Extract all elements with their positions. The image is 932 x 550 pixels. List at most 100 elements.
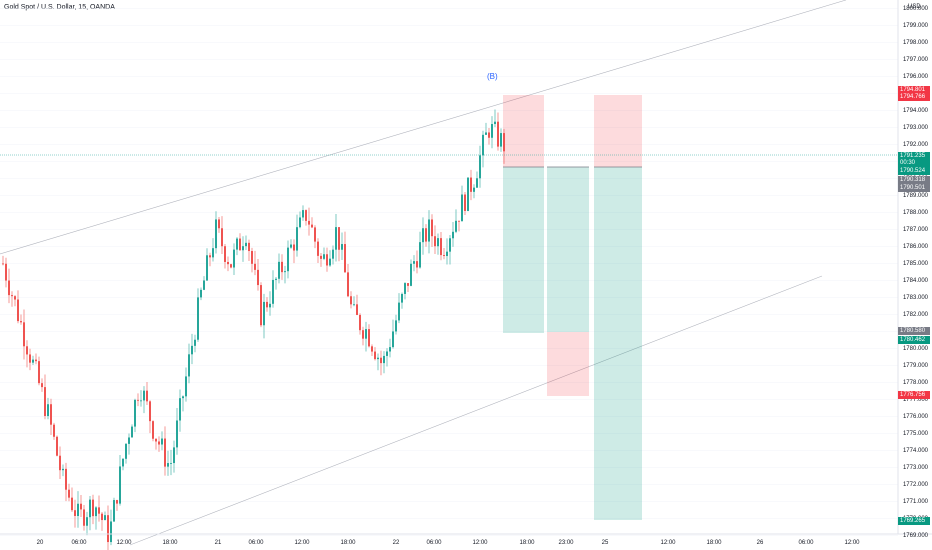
candle-body [500,133,502,147]
price-axis-label: 1774.000 [902,447,928,454]
candle-body [320,255,322,259]
candle-body [224,246,226,262]
candle-body [200,289,202,298]
candle-body [485,132,487,135]
candle-body [440,238,442,256]
price-axis-label: 1799.000 [902,22,928,29]
candle-body [206,255,208,281]
channel-line-lower[interactable] [129,275,823,546]
candle-body [470,177,472,192]
candle-body [125,443,127,459]
candle-body [50,404,52,425]
time-axis-label: 06:00 [71,540,87,546]
price-tag: 1794.801 [898,86,930,94]
candle-body [407,283,409,286]
stop-loss-zone[interactable] [594,95,642,167]
price-axis-label: 1776.000 [902,413,928,420]
candle-body [380,357,382,364]
candle-body [458,220,460,222]
price-tag: 1790.524 [898,167,930,175]
price-axis-label: 1794.000 [902,107,928,114]
candle-body [44,387,46,417]
candle-body [395,320,397,332]
candle-body [398,302,400,321]
candle-body [284,271,286,273]
candle-body [443,255,445,257]
candle-body [479,155,481,179]
price-axis-label: 1793.000 [902,124,928,131]
candle-body [164,438,166,467]
candle-body [311,224,313,228]
candle-body [227,261,229,265]
candle-body [275,278,277,280]
candle-body [20,321,22,323]
candle-body [14,296,16,300]
price-tag: 1791.235 [898,152,930,160]
take-profit-zone[interactable] [594,167,642,520]
stop-loss-zone[interactable] [547,332,589,396]
candle-body [47,404,49,417]
candle-body [212,248,214,258]
price-axis-label: 1773.000 [902,464,928,471]
candle-body [356,304,358,315]
candle-body [230,264,232,268]
candle-body [173,447,175,464]
time-axis-label: 20 [36,540,44,546]
candle-body [272,279,274,304]
time-axis-label: 23:00 [558,540,574,546]
candle-body [134,399,136,427]
candle-body [323,254,325,259]
candle-body [446,251,448,257]
candle-body [368,329,370,347]
price-axis-label: 1787.000 [902,226,928,233]
time-axis-label: 06:00 [798,540,814,546]
candle-body [344,244,346,273]
time-axis-label: 12:00 [294,540,310,546]
candle-body [191,345,193,355]
candle-body [299,217,301,228]
channel-line-upper[interactable] [0,0,847,255]
candle-body [497,121,499,147]
candle-body [254,263,256,270]
candle-body [263,301,265,326]
candle-body [137,399,139,401]
candle-body [239,238,241,251]
candle-body [353,304,355,306]
candle-body [56,436,58,456]
candle-body [374,351,376,360]
candle-body [404,283,406,294]
candle-body [455,220,457,232]
candle-body [2,263,4,265]
price-axis-label: 1784.000 [902,277,928,284]
time-axis-label: 18:00 [706,540,722,546]
grid-lines [0,8,898,536]
price-axis-label: 1797.000 [902,56,928,63]
candle-body [491,124,493,138]
time-axis-label: 25 [601,540,609,546]
take-profit-zone[interactable] [547,167,589,332]
price-tag: 1769.265 [898,517,930,525]
candle-body [158,441,160,445]
candle-body [80,503,82,510]
candle-body [341,244,343,250]
price-tag: 1780.462 [898,336,930,344]
time-axis-label: 26 [756,540,764,546]
candle-body [119,466,121,504]
candle-body [149,401,151,422]
take-profit-zone[interactable] [503,167,544,333]
candle-body [203,280,205,290]
candle-body [278,261,280,279]
candle-body [452,231,454,239]
candle-body [74,510,76,516]
candle-body [401,293,403,303]
candle-body [419,242,421,268]
candle-body [155,438,157,442]
candle-body [464,194,466,211]
candle-body [434,236,436,247]
time-axis-label: 22 [392,540,400,546]
candle-body [179,398,181,421]
candle-body [302,210,304,218]
candle-body [32,359,34,363]
stop-loss-zone[interactable] [503,95,544,167]
